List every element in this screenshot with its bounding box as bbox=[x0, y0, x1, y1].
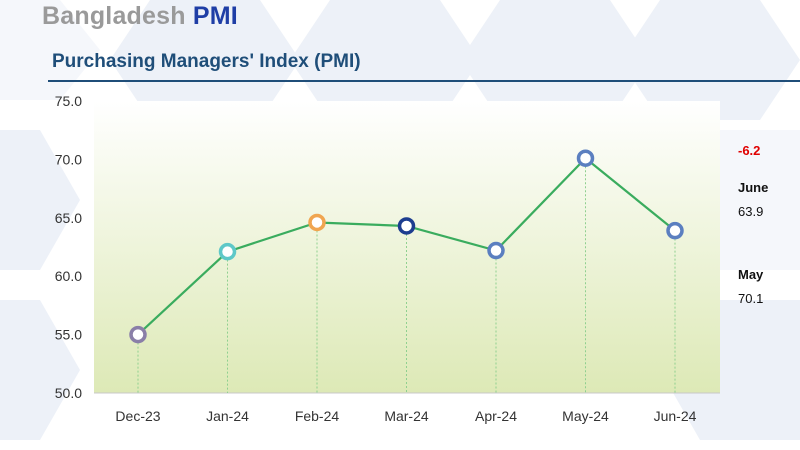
y-tick-label: 60.0 bbox=[55, 268, 82, 284]
previous-month-label: May bbox=[738, 267, 764, 282]
data-point bbox=[308, 213, 326, 232]
y-tick-label: 75.0 bbox=[55, 93, 82, 109]
y-tick-label: 50.0 bbox=[55, 385, 82, 401]
x-tick-label: Mar-24 bbox=[384, 408, 429, 424]
x-tick-label: Dec-23 bbox=[115, 408, 160, 424]
y-tick-label: 70.0 bbox=[55, 151, 82, 167]
previous-month-value: 70.1 bbox=[738, 291, 764, 306]
brand-title: Bangladesh PMI bbox=[42, 2, 238, 31]
data-point bbox=[218, 242, 237, 261]
x-tick-label: Apr-24 bbox=[475, 408, 517, 424]
x-tick-label: Jan-24 bbox=[206, 408, 249, 424]
title-divider bbox=[48, 80, 800, 82]
y-tick-label: 55.0 bbox=[55, 327, 82, 343]
data-point bbox=[129, 325, 147, 344]
data-point bbox=[397, 217, 416, 235]
change-value: -6.2 bbox=[738, 143, 761, 158]
brand-pmi: PMI bbox=[192, 2, 238, 30]
current-month-value: 63.9 bbox=[738, 204, 764, 219]
data-point bbox=[576, 149, 595, 167]
x-tick-label: Jun-24 bbox=[654, 408, 697, 424]
brand-country: Bangladesh bbox=[42, 2, 186, 30]
x-tick-label: Feb-24 bbox=[295, 408, 340, 424]
y-tick-label: 65.0 bbox=[55, 210, 82, 226]
data-point bbox=[487, 241, 505, 260]
current-month-label: June bbox=[738, 180, 769, 195]
chart-title: Purchasing Managers' Index (PMI) bbox=[52, 51, 361, 72]
side-panel: -6.2 June 63.9 May 70.1 bbox=[738, 0, 800, 450]
data-point bbox=[666, 221, 684, 240]
x-tick-label: May-24 bbox=[562, 408, 609, 424]
